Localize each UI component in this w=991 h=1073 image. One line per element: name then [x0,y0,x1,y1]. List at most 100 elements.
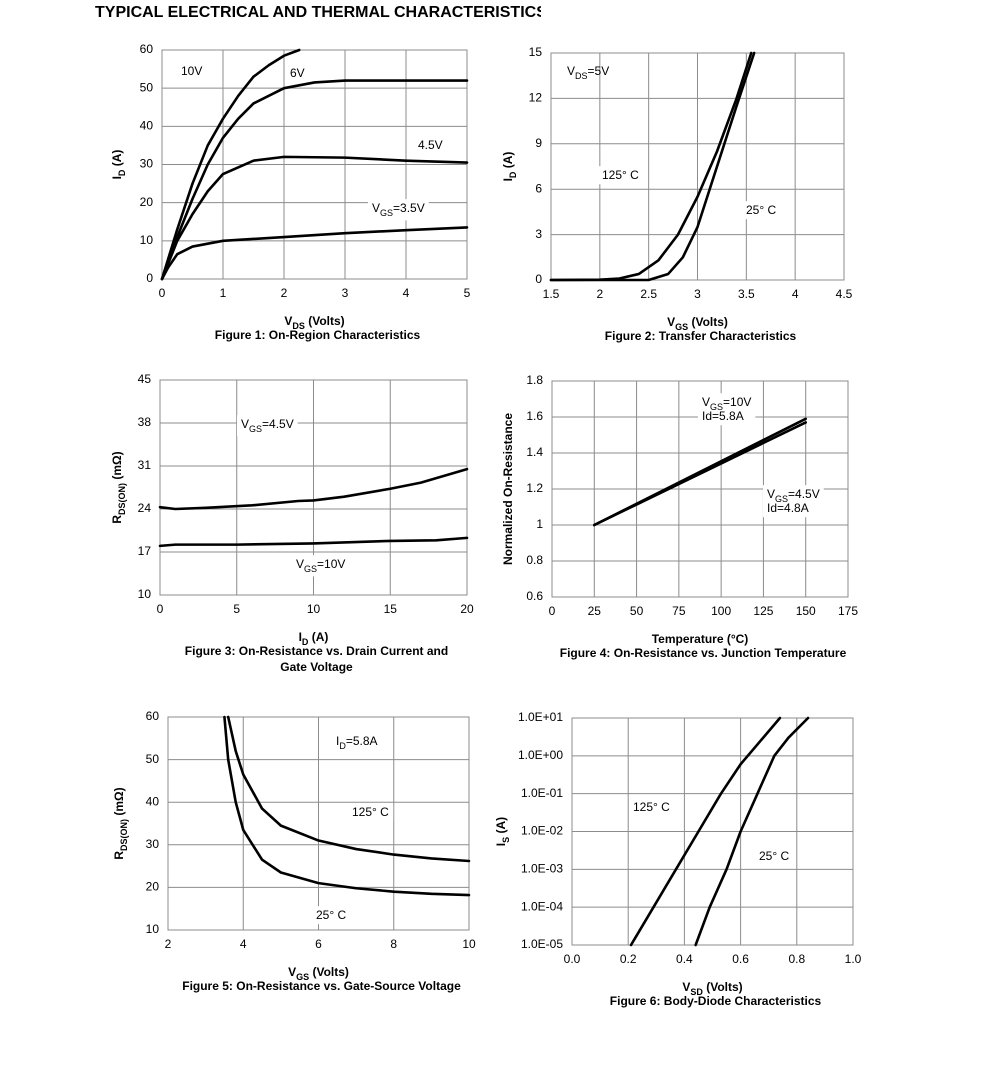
x-tick-label: 0.8 [788,952,805,966]
x-axis-label: VSD (Volts) [682,980,742,997]
x-tick-label: 100 [711,604,731,618]
y-axis-label-part: (mΩ) [110,451,124,483]
page-title: TYPICAL ELECTRICAL AND THERMAL CHARACTER… [95,4,547,21]
annotation: VGS=4.5V [767,487,820,504]
y-tick-label: 1.0E+00 [518,748,563,762]
y-tick-label: 0 [146,271,153,285]
y-tick-label: 24 [138,501,152,515]
figure-caption: Figure 2: Transfer Characteristics [605,329,797,343]
plot-frame [550,52,845,281]
y-axis-label-part: I [501,178,515,181]
y-axis-label: RDS(ON) (mΩ) [110,451,127,523]
y-axis-label-part: D [508,171,518,178]
annotation: ID=5.8A [336,734,378,751]
y-axis-label-part: R [110,515,124,524]
x-axis-label-part: V [682,980,690,994]
x-tick-label: 4.5 [836,287,853,301]
y-axis-label-part: DS(ON) [117,483,127,515]
x-axis-label-part: GS [296,972,309,982]
x-tick-label: 2 [281,286,288,300]
annotation-part: Id=5.8A [702,409,744,423]
annotation-background [598,166,644,185]
y-tick-label: 10 [146,922,160,936]
x-tick-label: 3.5 [738,287,755,301]
series-line [158,536,469,548]
series-line [160,155,469,281]
y-tick-label: 1.0E+01 [518,710,563,724]
plot-frame [551,380,849,598]
x-tick-label: 4 [403,286,410,300]
annotation-part: =10V [723,395,751,409]
annotation-part: Id=4.8A [767,501,809,515]
annotation: 25° C [316,908,346,922]
y-axis-label-part: D [117,169,127,176]
annotation-background [312,906,351,925]
series-line [549,51,753,282]
annotation-background [237,415,298,437]
series-line [160,226,469,281]
x-tick-label: 20 [460,602,474,616]
annotation-part: 25° C [746,203,776,217]
annotation: 25° C [759,849,789,863]
x-axis-label: Temperature (°C) [652,632,749,646]
y-tick-label: 60 [146,709,160,723]
annotation-part: 125° C [352,805,389,819]
annotation-background [698,393,756,426]
x-axis-label: ID (A) [299,630,329,647]
annotation-part: 10V [181,64,202,78]
annotation-part: 25° C [759,849,789,863]
y-axis-label: ID (A) [501,152,518,182]
annotation-part: =10V [317,557,345,571]
x-tick-label: 6 [315,937,322,951]
y-axis-label-part: S [501,837,511,843]
x-tick-label: 10 [462,937,476,951]
annotation-background [742,201,781,220]
annotation-part: DS [575,71,588,81]
y-axis-label: ID (A) [110,150,127,180]
annotation-part: I [336,734,339,748]
annotation: 125° C [633,800,670,814]
annotation-part: V [296,557,304,571]
x-axis-label-part: I [299,630,302,644]
x-tick-label: 8 [390,937,397,951]
series-line [694,716,810,947]
y-tick-label: 60 [140,42,154,56]
figure-caption: Figure 3: On-Resistance vs. Drain Curren… [185,644,448,658]
y-tick-label: 10 [140,233,154,247]
series-line [223,715,471,897]
annotation-background [763,485,824,518]
annotation-part: GS [304,564,317,574]
y-tick-label: 30 [146,837,160,851]
y-tick-label: 20 [146,880,160,894]
y-tick-label: 1.6 [526,409,543,423]
y-tick-label: 1.0E-04 [521,899,563,913]
x-tick-label: 2 [596,287,603,301]
y-tick-label: 1.0E-02 [521,824,563,838]
annotation: VGS=10V [702,395,751,412]
annotation-part: GS [710,402,723,412]
annotation: VGS=3.5V [372,201,425,218]
annotation-part: 4.5V [418,138,443,152]
x-tick-label: 1 [220,286,227,300]
y-tick-label: 0.6 [526,589,543,603]
x-tick-label: 1.5 [543,287,560,301]
x-tick-label: 0.0 [564,952,581,966]
series-line [549,51,756,282]
y-tick-label: 15 [529,45,543,59]
y-axis-label: Normalized On-Resistance [501,413,515,565]
y-tick-label: 0 [535,272,542,286]
y-tick-label: 50 [146,752,160,766]
x-tick-label: 10 [307,602,321,616]
y-tick-label: 12 [529,91,543,105]
y-axis-label-part: (A) [501,152,515,172]
x-tick-label: 0 [157,602,164,616]
figure-caption: Gate Voltage [280,660,353,674]
annotation-part: V [241,417,249,431]
y-axis-label-part: I [494,843,508,846]
y-axis-label-part: R [112,851,126,860]
annotation-part: D [339,741,346,751]
series-line [629,716,782,947]
x-axis-label-part: (Volts) [305,314,345,328]
y-tick-label: 38 [138,415,152,429]
y-tick-label: 6 [535,181,542,195]
